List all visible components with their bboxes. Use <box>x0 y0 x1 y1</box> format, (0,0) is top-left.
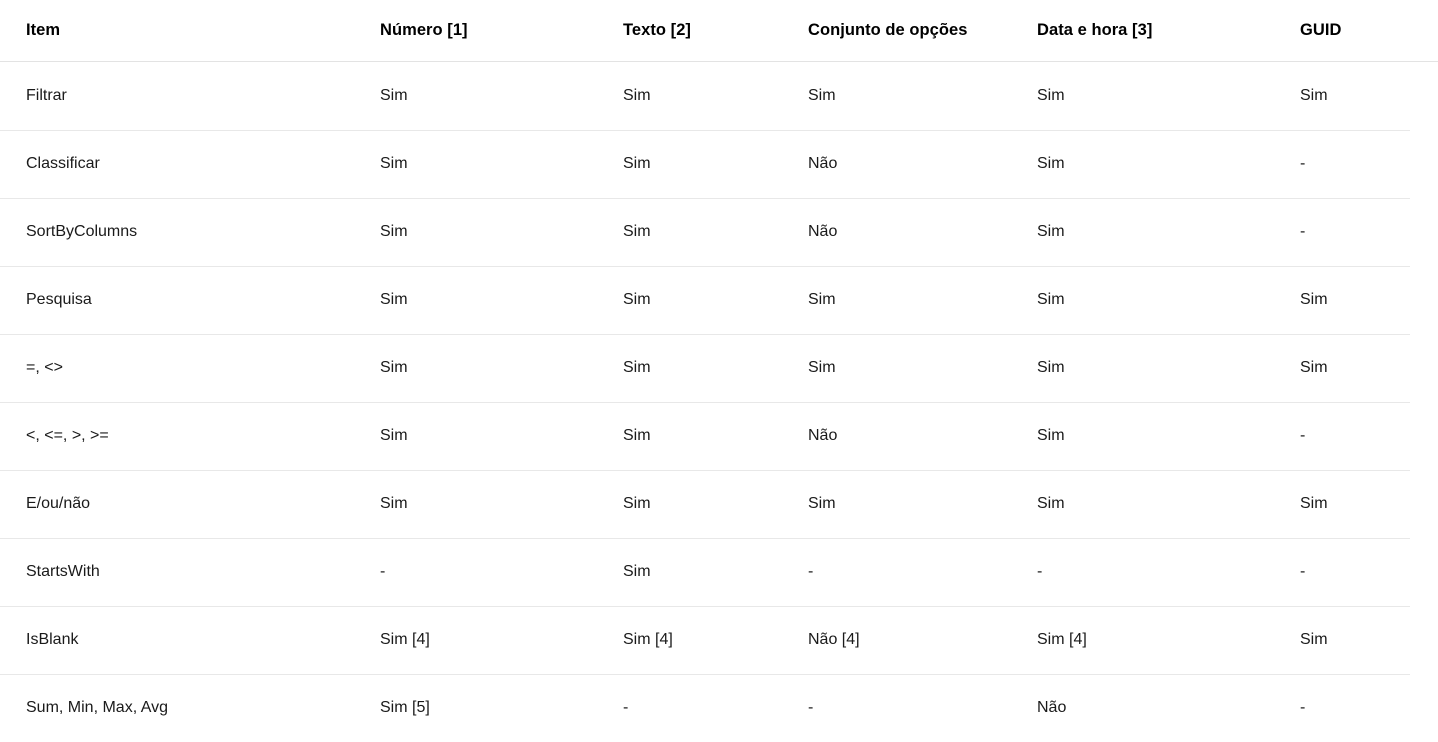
cell-date: - <box>1027 538 1290 607</box>
table-body: Filtrar Sim Sim Sim Sim Sim Classificar Sim Sim N… <box>0 62 1438 742</box>
table-header: Item Número [1] Texto [2] Conjunto de op… <box>0 0 1438 62</box>
column-header-texto: Texto [2] <box>623 21 691 39</box>
cell-opt: Não [4] <box>798 606 1027 675</box>
cell-text: Sim <box>613 198 798 267</box>
cell-opt: Sim <box>798 62 1027 131</box>
cell-date: Sim <box>1027 62 1290 131</box>
table-row: E/ou/não Sim Sim Sim Sim Sim <box>0 470 1438 539</box>
cell-text: Sim <box>613 538 798 607</box>
cell-guid: Sim <box>1290 334 1438 402</box>
column-header-numero: Número [1] <box>380 21 468 39</box>
cell-guid: - <box>1290 130 1438 198</box>
table-row: SortByColumns Sim Sim Não Sim - <box>0 198 1438 267</box>
cell-num: Sim <box>370 198 613 267</box>
cell-text: Sim [4] <box>613 606 798 675</box>
cell-num: Sim <box>370 62 613 131</box>
cell-text: Sim <box>613 62 798 131</box>
cell-num: Sim [4] <box>370 606 613 675</box>
column-header-item: Item <box>26 21 61 39</box>
table-row: Pesquisa Sim Sim Sim Sim Sim <box>0 266 1438 335</box>
cell-date: Não <box>1037 699 1067 717</box>
column-header-data-e-hora: Data e hora [3] <box>1037 21 1153 39</box>
cell-guid: - <box>1290 538 1438 606</box>
cell-guid: - <box>1290 198 1438 266</box>
header-divider <box>0 61 1438 62</box>
row-label-cell: IsBlank <box>0 606 370 675</box>
cell-date: Sim <box>1027 334 1290 403</box>
cell-guid: Sim <box>1290 266 1438 334</box>
row-label-cell: =, <> <box>0 334 370 403</box>
cell-text: Sim <box>613 266 798 335</box>
row-label-cell: Pesquisa <box>0 266 370 335</box>
cell-opt: - <box>798 538 1027 607</box>
row-label-cell: StartsWith <box>0 538 370 607</box>
cell-text: Sim <box>613 130 798 199</box>
cell-num: Sim <box>370 130 613 199</box>
cell-text: - <box>623 699 629 717</box>
cell-date: Sim [4] <box>1027 606 1290 675</box>
column-header-guid: GUID <box>1300 21 1342 39</box>
cell-guid: - <box>1290 402 1438 470</box>
table-row: <, <=, >, >= Sim Sim Não Sim - <box>0 402 1438 471</box>
cell-num: Sim <box>370 334 613 403</box>
row-label-cell: E/ou/não <box>0 470 370 539</box>
table-row: Sum, Min, Max, Avg Sim [5] - - Não - <box>0 674 1438 742</box>
cell-opt: Sim <box>798 470 1027 539</box>
cell-num: Sim [5] <box>380 699 430 717</box>
cell-num: Sim <box>370 470 613 539</box>
cell-text: Sim <box>613 470 798 539</box>
cell-opt: Não <box>798 130 1027 199</box>
row-label-cell: Filtrar <box>0 62 370 131</box>
table-row: Filtrar Sim Sim Sim Sim Sim <box>0 62 1438 131</box>
column-header-conjunto-de-opcoes: Conjunto de opções <box>808 21 968 39</box>
table-row: Classificar Sim Sim Não Sim - <box>0 130 1438 199</box>
header-divider-row <box>0 61 1438 62</box>
row-label-cell: <, <=, >, >= <box>0 402 370 471</box>
row-label-cell: SortByColumns <box>0 198 370 267</box>
row-label-cell: Sum, Min, Max, Avg <box>26 699 168 717</box>
cell-date: Sim <box>1027 470 1290 539</box>
cell-date: Sim <box>1027 130 1290 199</box>
cell-num: Sim <box>370 266 613 335</box>
cell-guid: - <box>1300 699 1306 717</box>
header-divider-cell <box>0 61 1438 62</box>
cell-text: Sim <box>613 334 798 403</box>
cell-opt: Sim <box>798 334 1027 403</box>
cell-date: Sim <box>1027 402 1290 471</box>
cell-date: Sim <box>1027 266 1290 335</box>
cell-guid: Sim <box>1290 470 1438 538</box>
cell-opt: - <box>808 699 814 717</box>
table-row: StartsWith - Sim - - - <box>0 538 1438 607</box>
row-label-cell: Classificar <box>0 130 370 199</box>
cell-num: Sim <box>370 402 613 471</box>
cell-opt: Sim <box>798 266 1027 335</box>
cell-text: Sim <box>613 402 798 471</box>
cell-guid: Sim <box>1290 606 1438 674</box>
table-header-row: Item Número [1] Texto [2] Conjunto de op… <box>0 0 1438 61</box>
cell-num: - <box>370 538 613 607</box>
table-row: IsBlank Sim [4] Sim [4] Não [4] Sim [4] Sim <box>0 606 1438 675</box>
cell-guid: Sim <box>1290 62 1438 131</box>
cell-opt: Não <box>798 198 1027 267</box>
cell-date: Sim <box>1027 198 1290 267</box>
table-row: =, <> Sim Sim Sim Sim Sim <box>0 334 1438 403</box>
cell-opt: Não <box>798 402 1027 471</box>
